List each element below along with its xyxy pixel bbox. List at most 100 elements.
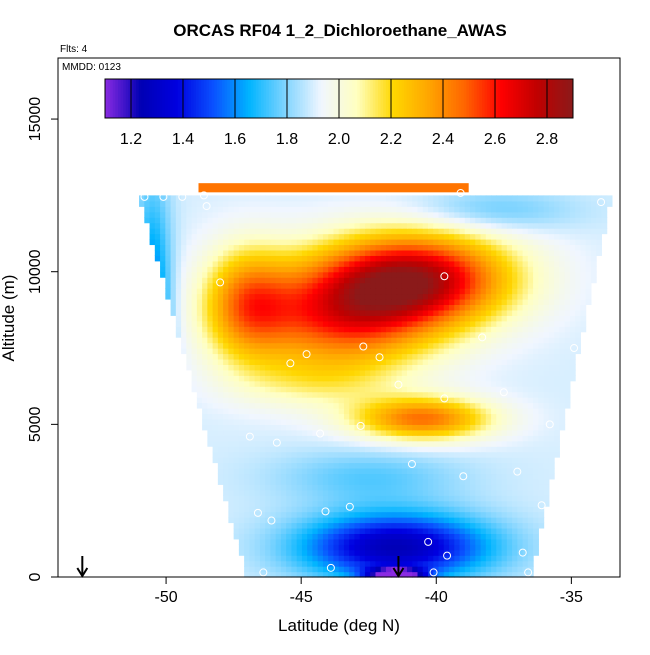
field-cell bbox=[470, 206, 476, 213]
field-cell bbox=[338, 511, 345, 518]
field-cell bbox=[286, 375, 293, 382]
field-cell bbox=[364, 244, 371, 251]
field-cell bbox=[391, 364, 398, 371]
field-cell bbox=[417, 484, 424, 491]
field-cell bbox=[407, 304, 413, 311]
field-cell bbox=[202, 364, 208, 371]
field-cell bbox=[590, 244, 597, 251]
field-cell bbox=[533, 413, 539, 420]
field-cell bbox=[312, 397, 319, 404]
field-cell bbox=[233, 266, 240, 273]
field-cell bbox=[417, 495, 424, 502]
field-cell bbox=[181, 298, 187, 306]
field-cell bbox=[223, 489, 229, 496]
field-cell bbox=[512, 560, 518, 567]
field-cell bbox=[601, 222, 608, 229]
field-cell bbox=[412, 424, 419, 431]
field-cell bbox=[249, 402, 256, 409]
field-cell bbox=[338, 457, 345, 464]
field-cell bbox=[554, 408, 560, 415]
field-cell bbox=[238, 435, 245, 442]
field-cell bbox=[401, 353, 408, 360]
field-cell bbox=[380, 413, 387, 420]
field-cell bbox=[343, 298, 350, 306]
field-cell bbox=[449, 511, 455, 518]
field-cell bbox=[470, 358, 476, 365]
field-cell bbox=[223, 408, 229, 415]
field-cell bbox=[506, 380, 513, 387]
field-cell bbox=[291, 549, 298, 556]
field-cell bbox=[359, 495, 366, 502]
field-cell bbox=[349, 408, 356, 415]
field-cell bbox=[554, 326, 560, 333]
field-cell bbox=[391, 527, 398, 534]
field-cell bbox=[438, 315, 445, 322]
field-cell bbox=[228, 495, 235, 502]
field-cell bbox=[475, 380, 482, 387]
field-cell bbox=[464, 538, 471, 545]
field-cell bbox=[501, 211, 508, 218]
field-cell bbox=[181, 337, 187, 344]
field-cell bbox=[438, 413, 445, 420]
field-cell bbox=[391, 413, 398, 420]
field-cell bbox=[580, 271, 587, 278]
field-cell bbox=[170, 222, 177, 229]
field-cell bbox=[470, 571, 476, 578]
field-cell bbox=[522, 446, 529, 453]
field-cell bbox=[370, 239, 377, 246]
field-cell bbox=[496, 522, 503, 529]
field-cell bbox=[380, 451, 387, 458]
field-cell bbox=[407, 446, 413, 453]
field-cell bbox=[533, 549, 539, 556]
field-cell bbox=[275, 517, 282, 524]
field-cell bbox=[407, 402, 413, 409]
field-cell bbox=[359, 206, 366, 213]
field-cell bbox=[422, 380, 429, 387]
field-cell bbox=[438, 533, 445, 540]
field-cell bbox=[354, 451, 361, 458]
field-cell bbox=[160, 239, 166, 246]
field-cell bbox=[459, 353, 466, 360]
field-cell bbox=[349, 217, 356, 224]
field-cell bbox=[543, 320, 550, 327]
field-cell bbox=[506, 386, 513, 393]
field-cell bbox=[286, 249, 293, 256]
field-cell bbox=[296, 211, 303, 218]
field-cell bbox=[301, 440, 308, 447]
field-cell bbox=[412, 429, 419, 436]
field-cell bbox=[454, 282, 461, 289]
field-cell bbox=[244, 358, 250, 365]
field-cell bbox=[359, 408, 366, 415]
field-cell bbox=[223, 233, 229, 240]
field-cell bbox=[522, 413, 529, 420]
field-cell bbox=[585, 255, 592, 262]
field-cell bbox=[485, 467, 492, 475]
field-cell bbox=[485, 440, 492, 447]
field-cell bbox=[491, 391, 497, 398]
field-cell bbox=[375, 255, 382, 262]
field-cell bbox=[401, 266, 408, 273]
field-cell bbox=[328, 244, 335, 251]
field-cell bbox=[575, 244, 581, 251]
field-cell bbox=[212, 358, 219, 365]
field-cell bbox=[412, 506, 419, 513]
field-cell bbox=[449, 239, 455, 246]
field-cell bbox=[554, 315, 560, 322]
field-cell bbox=[470, 566, 476, 573]
field-cell bbox=[459, 211, 466, 218]
field-cell bbox=[191, 266, 198, 273]
field-cell bbox=[338, 484, 345, 491]
field-cell bbox=[501, 233, 508, 240]
field-cell bbox=[527, 233, 534, 240]
field-cell bbox=[428, 200, 434, 207]
field-cell bbox=[296, 484, 303, 491]
field-cell bbox=[370, 517, 377, 524]
field-cell bbox=[223, 457, 229, 464]
field-cell bbox=[354, 233, 361, 240]
field-cell bbox=[554, 435, 560, 442]
field-cell bbox=[396, 244, 403, 251]
field-cell bbox=[217, 348, 224, 355]
field-cell bbox=[417, 277, 424, 284]
field-cell bbox=[517, 228, 524, 235]
field-cell bbox=[212, 288, 219, 295]
